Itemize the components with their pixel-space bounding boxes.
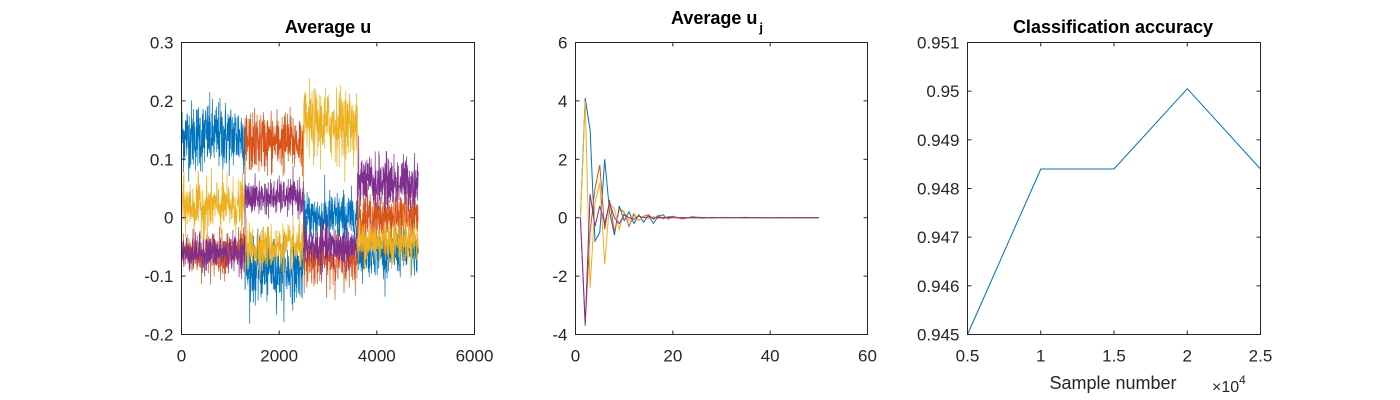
y-tick-label: 4: [558, 92, 567, 111]
plot-area-average-u: [181, 78, 419, 324]
x-axis-exponent: ×104: [1212, 373, 1246, 396]
y-tick-label: 0.949: [917, 131, 960, 150]
axes-box-average-u: [181, 42, 475, 335]
x-tick-label: 1.5: [1102, 347, 1126, 366]
x-tick-label: 40: [761, 347, 780, 366]
x-tick-label: 2.5: [1249, 347, 1273, 366]
series-line-4: [181, 135, 419, 280]
y-tick-label: -0.2: [144, 326, 173, 345]
series-line-2: [579, 164, 819, 323]
xlabel-sample-number: Sample number: [1049, 373, 1176, 393]
title-classification-accuracy: Classification accuracy: [1013, 17, 1213, 37]
x-exponent-power: 4: [1239, 373, 1246, 387]
y-tick-label: 0.2: [150, 92, 174, 111]
y-tick-label: -0.1: [144, 267, 173, 286]
series-line-3: [579, 100, 819, 288]
series-line-3: [181, 78, 419, 280]
series-line-4: [579, 194, 819, 326]
y-tick-label: 0.1: [150, 150, 174, 169]
series-line-1: [967, 87, 1261, 335]
ticks-classification-accuracy: 0.5 1 1.5 2 2.5 0.945 0.946 0.947 0.948 0.949 0.95…: [917, 34, 1272, 366]
x-tick-label: 60: [858, 347, 877, 366]
x-tick-label: 1: [1036, 347, 1045, 366]
x-tick-label: 0: [571, 347, 580, 366]
plot-area-average-uj: [579, 97, 819, 326]
x-tick-label: 2: [1183, 347, 1192, 366]
y-tick-label: 0.945: [917, 326, 960, 345]
title-average-u: Average u: [285, 17, 371, 37]
ticks-average-u: 0 2000 4000 6000 -0.2 -0.1 0 0.1 0.2 0.3: [144, 34, 493, 366]
axes-box-classification-accuracy: [967, 42, 1261, 335]
ticks-average-uj: 0 20 40 60 -4 -2 0 2 4 6: [552, 34, 877, 366]
y-tick-label: 0.95: [926, 82, 959, 101]
y-tick-label: 6: [558, 34, 567, 53]
y-tick-label: 0: [164, 209, 173, 228]
axes-box-average-uj: [575, 42, 868, 335]
title-average-uj-main: Average u: [671, 8, 757, 28]
y-tick-label: 0.948: [917, 180, 960, 199]
x-tick-label: 0: [177, 347, 186, 366]
y-tick-label: 0.951: [917, 34, 960, 53]
x-tick-label: 0.5: [956, 347, 980, 366]
x-exponent-base: ×10: [1212, 379, 1239, 396]
y-tick-label: 2: [558, 150, 567, 169]
y-tick-label: 0.946: [917, 277, 960, 296]
x-tick-label: 20: [663, 347, 682, 366]
y-tick-label: -2: [552, 267, 567, 286]
y-tick-label: 0.3: [150, 34, 174, 53]
title-average-uj-subscript: j: [758, 20, 763, 35]
panel-average-u: Average u 0 2000 4000 6000 -0.2 -0.1 0 0.1 0.2 0.…: [144, 17, 493, 366]
y-tick-label: 0.947: [917, 228, 960, 247]
panel-classification-accuracy: Classification accuracy 0.5 1 1.5 2 2.5 0.945…: [917, 17, 1272, 396]
x-tick-label: 4000: [358, 347, 396, 366]
x-tick-label: 6000: [456, 347, 494, 366]
y-tick-label: -4: [552, 326, 567, 345]
y-tick-label: 0: [558, 209, 567, 228]
plot-area-classification-accuracy: [967, 87, 1261, 335]
x-tick-label: 2000: [260, 347, 298, 366]
